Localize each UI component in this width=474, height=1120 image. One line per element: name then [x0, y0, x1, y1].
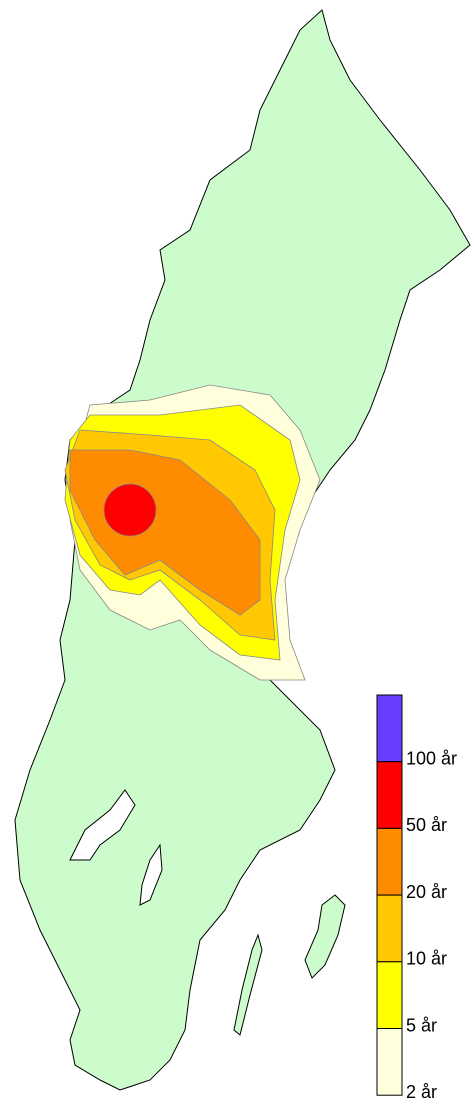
lake-vanern [69, 789, 136, 861]
legend-label: 2 år [406, 1082, 437, 1102]
legend-swatch [376, 961, 403, 1029]
legend-label: 50 år [406, 815, 447, 835]
legend-swatch [376, 694, 403, 763]
lake-vattern [139, 843, 163, 906]
legend-label: 100 år [406, 748, 457, 768]
legend: 100 år 50 år 20 år 10 år 5 år 2 år [376, 694, 457, 1102]
legend-label: 10 år [406, 949, 447, 969]
legend-swatch [376, 761, 403, 829]
gotland [304, 894, 346, 979]
zones [64, 384, 321, 681]
oland [233, 933, 263, 1036]
legend-swatch [376, 827, 403, 896]
legend-swatch [376, 894, 403, 963]
zone-50 [103, 483, 157, 537]
legend-label: 5 år [406, 1015, 437, 1035]
legend-label: 20 år [406, 882, 447, 902]
legend-swatch [376, 1028, 403, 1096]
